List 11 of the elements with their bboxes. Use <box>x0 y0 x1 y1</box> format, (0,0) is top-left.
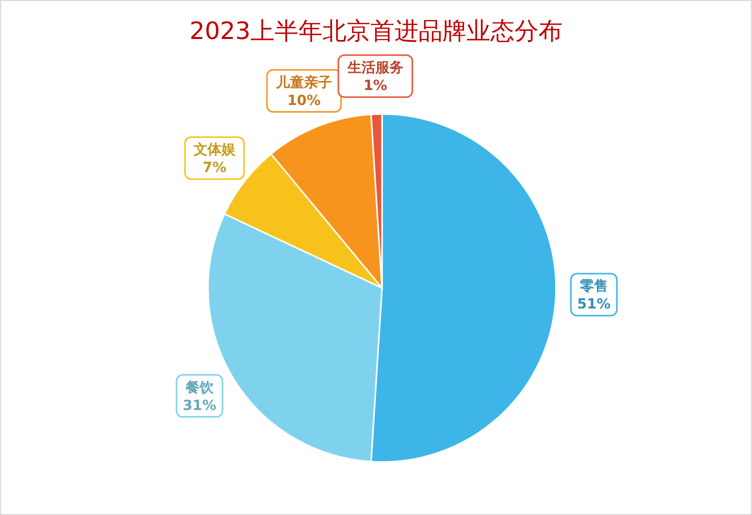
data-label: 31% <box>182 398 216 414</box>
slice-label: 文体娱 <box>192 141 236 158</box>
slice-label: 生活服务 <box>346 60 404 76</box>
slice-label: 餐饮 <box>184 380 215 396</box>
slice-label: 儿童亲子 <box>274 74 332 91</box>
data-label: 10% <box>287 92 321 109</box>
data-label: 51% <box>577 296 611 313</box>
data-label: 7% <box>202 160 226 176</box>
data-label: 1% <box>363 78 388 94</box>
slice-label: 零售 <box>578 278 608 295</box>
chart-title: 2023上半年北京首进品牌业态分布 <box>188 16 564 47</box>
